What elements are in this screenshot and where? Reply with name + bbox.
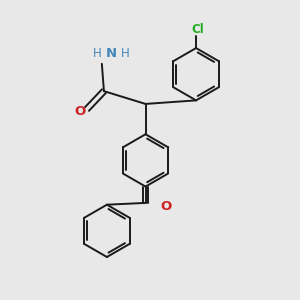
- Text: H: H: [121, 47, 130, 60]
- Text: N: N: [106, 47, 117, 60]
- Text: H: H: [93, 47, 102, 60]
- Text: Cl: Cl: [191, 23, 204, 36]
- Text: O: O: [75, 106, 86, 118]
- Text: O: O: [161, 200, 172, 213]
